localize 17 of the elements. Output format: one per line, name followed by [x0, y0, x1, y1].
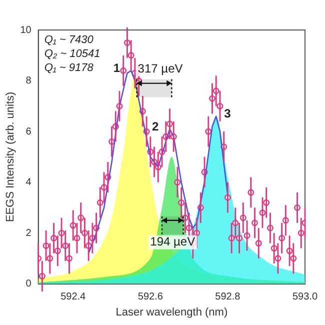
x-tick-label: 592.4	[60, 292, 86, 303]
annotation: Q₁ ~ 7430	[44, 34, 94, 46]
x-tick-label: 593.0	[292, 292, 318, 303]
y-tick-label: 6	[26, 126, 32, 138]
y-tick-label: 2	[26, 228, 32, 239]
x-tick-label: 592.6	[138, 292, 164, 303]
x-tick-label: 592.8	[215, 292, 241, 303]
annotation: Q₁ ~ 9178	[44, 62, 94, 74]
y-tick-label: 10	[20, 24, 32, 36]
band-label: 317 µeV	[138, 62, 183, 76]
y-axis-title: EEGS Intensity (arb. units)	[4, 92, 17, 222]
x-axis-title: Laser wavelength (nm)	[116, 306, 228, 318]
annotation: 1	[113, 60, 120, 75]
y-tick-label: 8	[26, 76, 32, 87]
y-tick-label: 0	[26, 278, 32, 290]
y-tick-label: 4	[26, 177, 32, 188]
annotation: Q₂ ~ 10541	[44, 48, 100, 60]
